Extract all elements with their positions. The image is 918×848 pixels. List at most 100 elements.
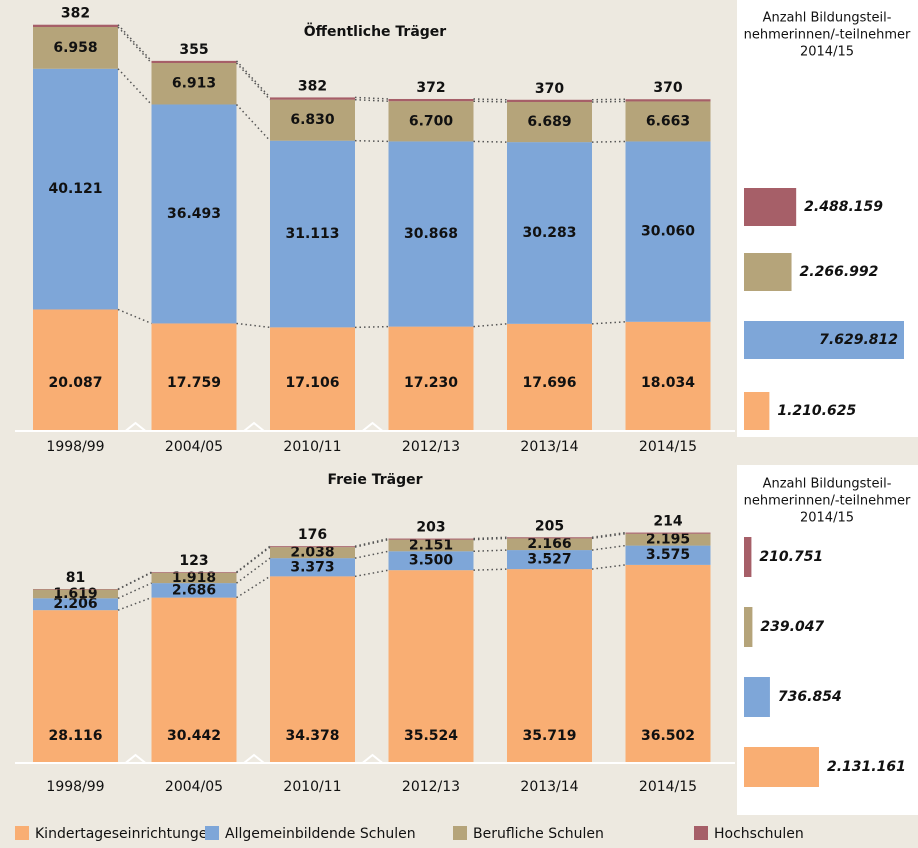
connector <box>117 596 152 611</box>
bar-segment <box>507 101 592 143</box>
value-label: 123 <box>179 553 208 569</box>
value-label: 3.575 <box>646 547 690 563</box>
value-label: 2.206 <box>53 596 97 612</box>
legend-swatch <box>205 826 219 840</box>
bar-segment <box>625 533 711 546</box>
value-label: 31.113 <box>285 226 339 242</box>
value-label: 35.524 <box>404 728 458 744</box>
chart-title: Öffentliche Träger <box>304 22 447 40</box>
connector <box>117 582 152 599</box>
axis-break <box>243 753 265 764</box>
value-label: 40.121 <box>48 181 102 197</box>
value-label: 34.378 <box>285 728 339 744</box>
value-label: 214 <box>653 514 682 530</box>
connector <box>235 62 271 101</box>
connector <box>473 140 508 143</box>
bar-segment <box>625 101 711 142</box>
legend-label: Allgemeinbildende Schulen <box>225 826 416 842</box>
bar-segment <box>388 101 474 142</box>
bar-segment <box>270 547 355 559</box>
axis-break <box>361 421 384 432</box>
value-label: 2.195 <box>646 532 690 548</box>
participant-label: 2.488.159 <box>804 199 883 215</box>
x-tick-label: 1998/99 <box>46 779 104 795</box>
x-tick-label: 2013/14 <box>520 439 578 455</box>
bar-segment <box>33 589 118 599</box>
bar-segment <box>625 321 711 430</box>
value-label: 30.868 <box>404 226 458 242</box>
bar-segment <box>270 546 355 548</box>
bar-segment <box>33 68 118 310</box>
connector <box>354 537 389 547</box>
connector <box>354 569 389 578</box>
value-label: 17.106 <box>285 375 339 391</box>
connector <box>591 532 626 540</box>
participant-bar <box>744 677 770 717</box>
value-label: 6.700 <box>409 113 454 129</box>
connector <box>235 60 271 98</box>
legend-swatch <box>694 826 708 840</box>
axis-break <box>361 753 384 764</box>
value-label: 370 <box>653 80 682 96</box>
connector <box>473 537 508 541</box>
bar-segment <box>270 558 355 577</box>
connector <box>473 323 508 328</box>
bar-segment <box>270 327 355 430</box>
value-label: 176 <box>298 527 327 543</box>
value-label: 3.527 <box>527 552 571 568</box>
bar-segment <box>33 309 118 430</box>
bar-segment <box>388 326 474 430</box>
participant-bar <box>744 321 904 359</box>
bar-segment <box>507 537 592 539</box>
side-title: nehmerinnen/-teilnehmer <box>744 28 911 43</box>
value-label: 36.502 <box>641 728 695 744</box>
connector <box>117 26 153 64</box>
bar-segment <box>507 323 592 430</box>
connector <box>117 308 152 325</box>
value-label: 1.918 <box>172 570 216 586</box>
x-tick-label: 2010/11 <box>283 779 341 795</box>
value-label: 17.759 <box>167 375 221 391</box>
side-title: nehmerinnen/-teilnehmer <box>744 494 911 509</box>
participant-bar <box>744 253 792 291</box>
participant-label: 2.131.161 <box>827 759 906 775</box>
bar-segment <box>625 564 711 762</box>
x-tick-label: 2013/14 <box>520 779 578 795</box>
bar-segment <box>151 572 237 584</box>
value-label: 2.038 <box>290 545 334 561</box>
value-label: 6.689 <box>527 114 571 130</box>
value-label: 30.283 <box>522 225 576 241</box>
connector <box>236 557 271 584</box>
value-label: 6.663 <box>646 113 690 129</box>
side-title: Anzahl Bildungsteil- <box>763 477 892 492</box>
participant-label: 239.047 <box>760 619 824 635</box>
participant-label: 210.751 <box>759 549 823 565</box>
axis-break <box>243 421 265 432</box>
connector <box>354 98 389 102</box>
bar-segment <box>507 550 592 570</box>
legend-swatch <box>453 826 467 840</box>
connector <box>591 564 626 570</box>
bar-segment <box>388 538 474 540</box>
value-label: 205 <box>535 518 564 534</box>
bar-segment <box>151 63 237 105</box>
side-title: Anzahl Bildungsteil- <box>763 11 892 26</box>
bar-segment <box>33 24 118 28</box>
legend-label: Hochschulen <box>714 826 804 842</box>
x-tick-label: 2012/13 <box>402 439 460 455</box>
x-tick-label: 2014/15 <box>639 779 697 795</box>
connector <box>236 322 271 329</box>
connector <box>473 549 508 553</box>
bar-segment <box>151 597 237 762</box>
value-label: 6.958 <box>53 40 97 56</box>
value-label: 30.060 <box>641 224 695 240</box>
value-label: 18.034 <box>641 375 695 391</box>
x-tick-label: 2004/05 <box>165 779 223 795</box>
bar-segment <box>388 570 474 762</box>
x-tick-label: 2004/05 <box>165 439 223 455</box>
bar-segment <box>151 60 237 64</box>
value-label: 2.166 <box>527 536 571 552</box>
value-label: 372 <box>416 80 445 96</box>
connector <box>591 544 626 551</box>
